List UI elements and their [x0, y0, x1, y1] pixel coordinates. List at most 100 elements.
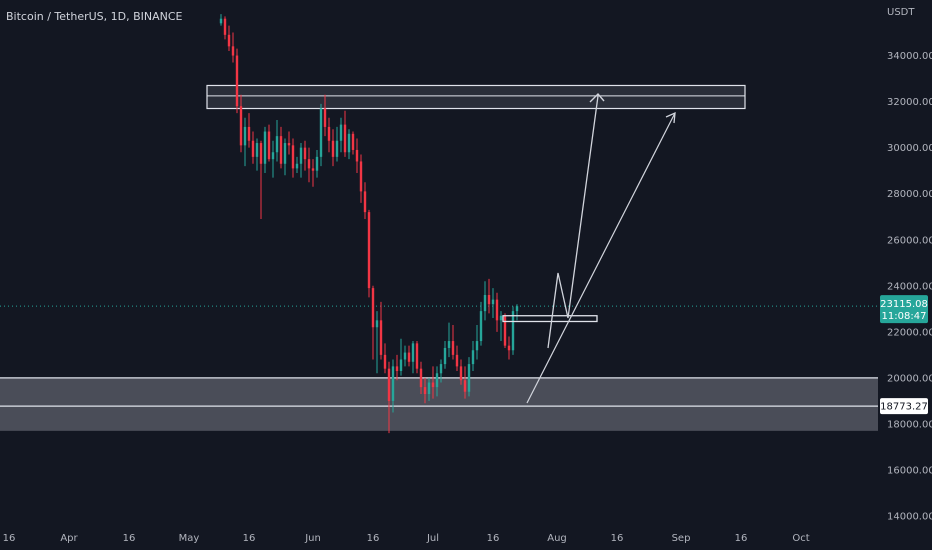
symbol-title: Bitcoin / TetherUS, 1D, BINANCE [6, 10, 183, 23]
y-axis-unit-label: USDT [887, 7, 915, 18]
trend-arrow-line[interactable] [526, 112, 676, 404]
y-tick-label: 34000.00 [887, 51, 932, 62]
candle-body [303, 147, 307, 160]
candle-body [351, 133, 355, 150]
countdown-value: 11:08:47 [882, 311, 927, 322]
candle-body [287, 143, 291, 146]
candle-body [451, 341, 455, 355]
support-zone[interactable] [0, 377, 878, 431]
candle-body [483, 295, 487, 312]
candle-body [403, 352, 407, 360]
candle-body [487, 295, 491, 305]
y-tick-label: 16000.00 [887, 466, 932, 477]
candle-body [383, 354, 387, 369]
candle-body [223, 18, 227, 35]
candle-body [459, 366, 463, 381]
candle-body [235, 55, 239, 107]
candle-body [443, 347, 447, 365]
candle-body [439, 364, 443, 374]
y-tick-label: 20000.00 [887, 373, 932, 384]
candle-body [387, 368, 391, 401]
candle-body [295, 163, 299, 169]
candle-body [315, 156, 319, 171]
y-tick-label: 26000.00 [887, 235, 932, 246]
consolidation-box[interactable] [502, 315, 598, 323]
candle-body [431, 382, 435, 388]
candle-body [359, 161, 363, 192]
x-tick-label: 16 [367, 533, 380, 544]
candle-body [491, 299, 495, 305]
candle-body [435, 373, 439, 388]
x-tick-label: 16 [123, 533, 136, 544]
candle-body [375, 320, 379, 328]
x-tick-label: Aug [547, 533, 567, 544]
candle-body [467, 364, 471, 392]
marker-price-value: 18773.27 [880, 402, 928, 413]
candle-body [511, 311, 515, 351]
candle-body [335, 140, 339, 157]
candle-body [279, 136, 283, 164]
last-price-value: 23115.08 [880, 299, 928, 310]
candle-body [367, 212, 371, 289]
x-tick-label: May [179, 533, 200, 544]
x-tick-label: Oct [792, 533, 809, 544]
candle-body [371, 288, 375, 328]
candle-body [263, 131, 267, 164]
candle-body [395, 366, 399, 371]
y-tick-label: 30000.00 [887, 143, 932, 154]
candle-body [323, 108, 327, 127]
candle-body [471, 350, 475, 365]
candle-body [275, 136, 279, 153]
last-price-badge [880, 295, 928, 324]
candle-body [259, 143, 263, 164]
x-tick-label: Jul [426, 533, 439, 544]
resistance-zone[interactable] [206, 84, 746, 110]
candle-body [499, 315, 503, 321]
x-tick-label: 16 [243, 533, 256, 544]
candle-body [475, 341, 479, 351]
candle-body [495, 299, 499, 321]
candle-body [291, 145, 295, 169]
marker-price-badge [880, 398, 928, 415]
x-tick-label: Jun [304, 533, 321, 544]
y-tick-label: 32000.00 [887, 97, 932, 108]
candle-body [251, 140, 255, 157]
candle-body [231, 46, 235, 56]
y-tick-label: 14000.00 [887, 512, 932, 523]
candle-body [267, 131, 271, 160]
candle-body [515, 306, 519, 312]
candle-body [307, 159, 311, 169]
candle-body [343, 124, 347, 153]
candle-body [455, 354, 459, 367]
x-tick-label: Apr [60, 533, 78, 544]
candle-body [427, 382, 431, 395]
candle-body [463, 380, 467, 392]
candle-body [247, 126, 251, 141]
candle-body [243, 126, 247, 146]
x-tick-label: 16 [3, 533, 16, 544]
candle-body [479, 311, 483, 342]
candle-body [503, 315, 507, 346]
candle-body [283, 143, 287, 164]
candle-body [415, 343, 419, 369]
candle-body [391, 366, 395, 401]
candle-body [507, 345, 511, 351]
candle-body [339, 124, 343, 141]
candle-body [399, 359, 403, 371]
projection-path-main[interactable] [547, 95, 599, 349]
x-tick-label: 16 [735, 533, 748, 544]
x-tick-label: Sep [672, 533, 691, 544]
candle-body [331, 140, 335, 157]
candle-body [423, 387, 427, 395]
candle-body [239, 106, 243, 146]
candle-body [347, 133, 351, 153]
trend-arrow-head [665, 111, 676, 124]
candle-body [319, 108, 323, 157]
candle-body [299, 147, 303, 164]
candle-body [407, 352, 411, 362]
projection-arrow-head-main [589, 92, 605, 103]
candle-body [411, 343, 415, 362]
candle-body [379, 320, 383, 355]
candle-body [327, 126, 331, 141]
